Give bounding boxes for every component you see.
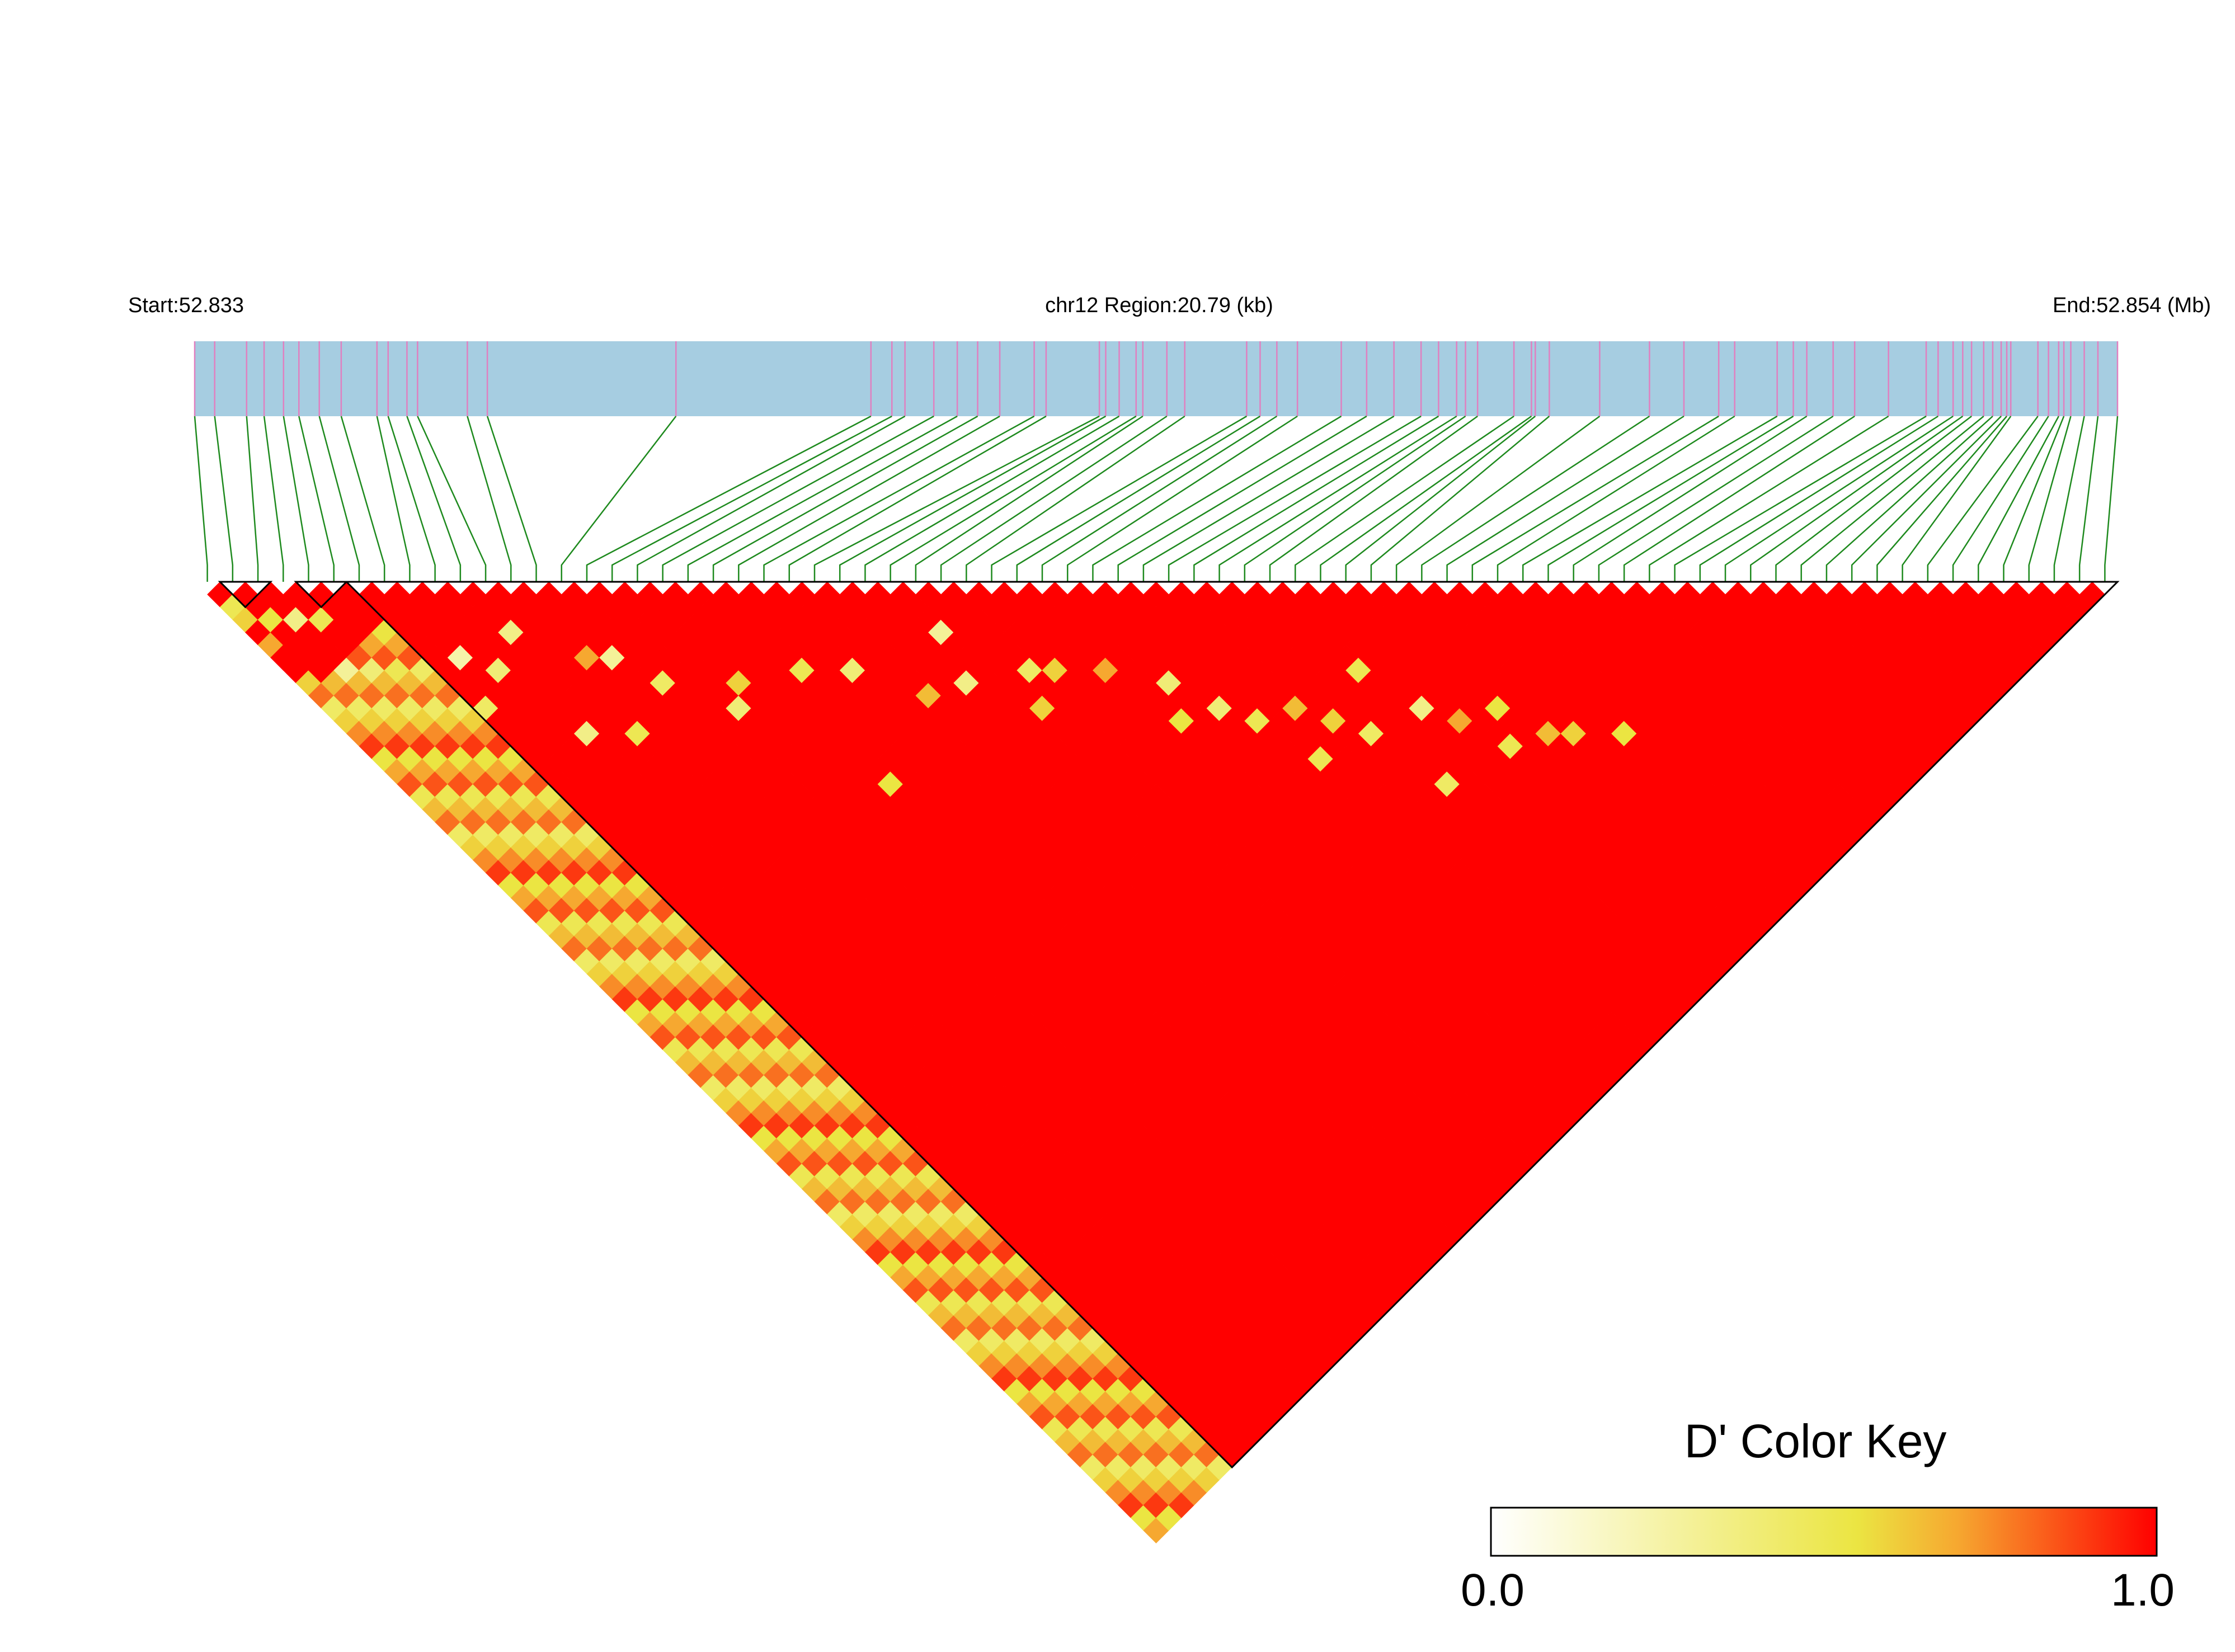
- snp-connector: [712, 415, 978, 582]
- snp-connector: [1699, 415, 1938, 582]
- snp-connector: [467, 416, 512, 582]
- snp-connector: [813, 415, 1100, 582]
- snp-connector: [1016, 415, 1261, 582]
- snp-connector: [788, 415, 1047, 582]
- snp-connector: [991, 415, 1248, 582]
- snp-connector: [1724, 415, 1954, 582]
- snp-connector: [586, 415, 872, 582]
- snp-connector: [1395, 415, 1601, 582]
- snp-connector: [387, 416, 436, 582]
- snp-connector: [263, 416, 284, 582]
- snp-connector: [194, 416, 208, 582]
- ld-matrix-cells: [207, 581, 2105, 1543]
- snp-connector: [1269, 415, 1478, 582]
- color-key-title: D' Color Key: [1685, 1415, 1947, 1467]
- snp-connector: [1927, 416, 2039, 582]
- snp-connector: [738, 415, 1000, 582]
- snp-connector: [839, 415, 1107, 582]
- snp-connector: [864, 415, 1120, 582]
- region-start-label: Start:52.833: [128, 294, 244, 317]
- color-key-min-label: 0.0: [1461, 1565, 1524, 1616]
- snp-connector: [1573, 415, 1808, 582]
- region-title-label: chr12 Region:20.79 (kb): [1045, 294, 1273, 317]
- snp-connector: [1800, 416, 1984, 582]
- snp-connector: [1168, 415, 1422, 582]
- snp-connector: [214, 416, 234, 582]
- snp-connector: [1598, 415, 1834, 582]
- snp-connector: [915, 415, 1144, 582]
- snp-connector: [2028, 416, 2072, 582]
- snp-connector: [486, 416, 537, 582]
- snp-connector: [687, 415, 958, 582]
- snp-connector: [966, 415, 1185, 582]
- ld-block-outline: [344, 581, 2120, 1469]
- snp-connector: [1294, 415, 1514, 582]
- snp-connector: [1244, 415, 1466, 582]
- snp-connector: [1775, 416, 1972, 582]
- snp-connector: [376, 416, 411, 582]
- snp-connector: [1547, 415, 1794, 582]
- snp-connector-lines: [194, 415, 2119, 582]
- snp-connector: [611, 415, 892, 582]
- snp-connector: [1952, 416, 2049, 582]
- snp-connector: [1876, 416, 2007, 582]
- color-key-max-label: 1.0: [2111, 1565, 2175, 1616]
- snp-connector: [890, 415, 1137, 582]
- snp-connector: [1623, 415, 1855, 582]
- snp-connector: [340, 416, 385, 582]
- snp-connector: [561, 416, 677, 582]
- snp-connector: [1142, 415, 1395, 582]
- snp-connector: [2053, 416, 2085, 582]
- snp-connector: [1446, 415, 1685, 582]
- snp-connector: [1193, 415, 1439, 582]
- snp-connector: [1370, 416, 1550, 582]
- snp-connector: [1421, 415, 1650, 582]
- snp-connector: [1851, 416, 2002, 582]
- snp-connector: [763, 415, 1035, 582]
- snp-connector: [1471, 415, 1719, 582]
- snp-connector: [1522, 415, 1778, 582]
- snp-connector: [1825, 416, 1993, 582]
- ld-block-outlines: [218, 581, 2120, 1469]
- snp-connector: [1041, 415, 1278, 582]
- snp-connector: [1218, 415, 1457, 582]
- snp-connector: [662, 415, 934, 582]
- snp-connector: [1978, 416, 2059, 582]
- snp-connector: [1497, 415, 1735, 582]
- snp-connector: [406, 416, 462, 582]
- region-end-label: End:52.854 (Mb): [2053, 294, 2211, 317]
- snp-connector: [246, 416, 259, 582]
- snp-connector: [318, 416, 360, 582]
- snp-connector: [2003, 416, 2065, 582]
- snp-connector: [417, 416, 487, 582]
- snp-connector: [1649, 415, 1889, 582]
- snp-connector: [2078, 416, 2099, 582]
- snp-connector: [1092, 415, 1342, 582]
- snp-connector: [940, 415, 1168, 582]
- snp-connector: [298, 416, 335, 582]
- gene-track-bar: [195, 341, 2118, 416]
- snp-connector: [1674, 415, 1927, 582]
- color-key-gradient: [1490, 1507, 2158, 1557]
- ld-block-outline: [294, 581, 349, 609]
- snp-connector: [1750, 415, 1964, 582]
- snp-tick-marks: [194, 341, 2119, 416]
- snp-connector: [1117, 415, 1367, 582]
- snp-connector: [1902, 416, 2012, 582]
- snp-connector: [2104, 416, 2119, 582]
- ld-block-outline: [218, 581, 273, 609]
- snp-connector: [637, 415, 906, 582]
- snp-connector: [1066, 415, 1298, 582]
- snp-connector: [1345, 416, 1536, 582]
- snp-connector: [283, 416, 309, 582]
- snp-connector: [1320, 415, 1532, 582]
